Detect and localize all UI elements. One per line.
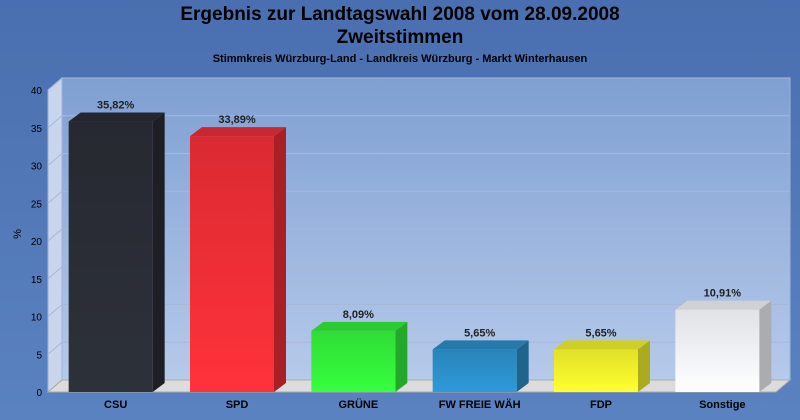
y-tick-label: 35	[31, 124, 43, 135]
category-label: GRÜNE	[338, 398, 378, 411]
data-labels: 35,82% 33,89% 8,09% 5,65% 5,65% 10,91%	[97, 100, 741, 340]
grid-line-diag	[47, 266, 63, 280]
bar-top	[311, 321, 408, 331]
grid-line-diag	[47, 304, 63, 317]
y-tick-label: 10	[31, 313, 43, 324]
bar-top	[432, 340, 529, 350]
bar-front	[68, 121, 153, 393]
bar-grüne	[311, 321, 408, 392]
bar-top	[68, 112, 165, 122]
y-tick-label: 20	[31, 237, 43, 248]
bar-front	[554, 349, 638, 392]
y-tick-label: 15	[31, 275, 43, 286]
bar-side	[638, 340, 650, 392]
y-axis-ticks: 0 5 10 15 20 25 30 35 40	[31, 86, 43, 399]
bar-top	[675, 300, 772, 310]
chart-title: Ergebnis zur Landtagswahl 2008 vom 28.09…	[0, 3, 800, 49]
bar-side	[395, 321, 408, 392]
y-tick-label: 40	[31, 86, 43, 97]
y-tick-label: 25	[31, 199, 43, 210]
y-tick-label: 5	[36, 350, 42, 361]
y-tick-label: 30	[31, 162, 43, 173]
category-label: SPD	[226, 399, 249, 411]
grid-line-diag	[47, 341, 63, 355]
category-labels: CSU SPD GRÜNE FW FREIE WÄH FDP Sonstige	[104, 398, 746, 411]
bar-side	[516, 340, 529, 392]
chart-title-line-2: Zweitstimmen	[336, 27, 464, 48]
bar-front	[675, 309, 760, 392]
bar-side	[759, 300, 772, 392]
bar-side	[274, 127, 286, 393]
y-axis-label: %	[12, 229, 24, 239]
data-label: 33,89%	[218, 114, 256, 126]
bar-front	[432, 349, 517, 392]
bar-front	[190, 136, 274, 392]
bar-csu	[68, 112, 165, 393]
chart-title-line-1: Ergebnis zur Landtagswahl 2008 vom 28.09…	[180, 4, 620, 25]
data-label: 5,65%	[585, 327, 616, 339]
bar-spd	[190, 127, 286, 393]
bar-front	[311, 330, 396, 392]
chart-subtitle: Stimmkreis Würzburg-Land - Landkreis Wür…	[212, 53, 588, 65]
grid-line-diag	[47, 228, 63, 242]
category-label: FDP	[590, 399, 612, 411]
category-label: Sonstige	[699, 399, 745, 411]
grid-line-diag	[47, 153, 63, 166]
bar-sonstige	[675, 300, 772, 392]
grid-lines	[47, 77, 790, 355]
bar-side	[152, 112, 165, 393]
bar-top	[554, 340, 650, 350]
bars	[68, 112, 772, 393]
data-label: 10,91%	[704, 288, 742, 300]
grid-line-diag	[47, 115, 63, 129]
category-label: CSU	[104, 399, 127, 411]
bar-fw-freie-wäh	[432, 340, 529, 392]
data-label: 35,82%	[97, 100, 135, 112]
bar-top	[190, 127, 286, 137]
data-label: 5,65%	[464, 327, 495, 339]
data-label: 8,09%	[343, 309, 374, 321]
y-tick-label: 0	[36, 388, 42, 399]
category-label: FW FREIE WÄH	[439, 398, 521, 411]
grid-line-diag	[47, 190, 63, 204]
bar-fdp	[554, 340, 650, 392]
grid-line-diag	[47, 77, 63, 91]
